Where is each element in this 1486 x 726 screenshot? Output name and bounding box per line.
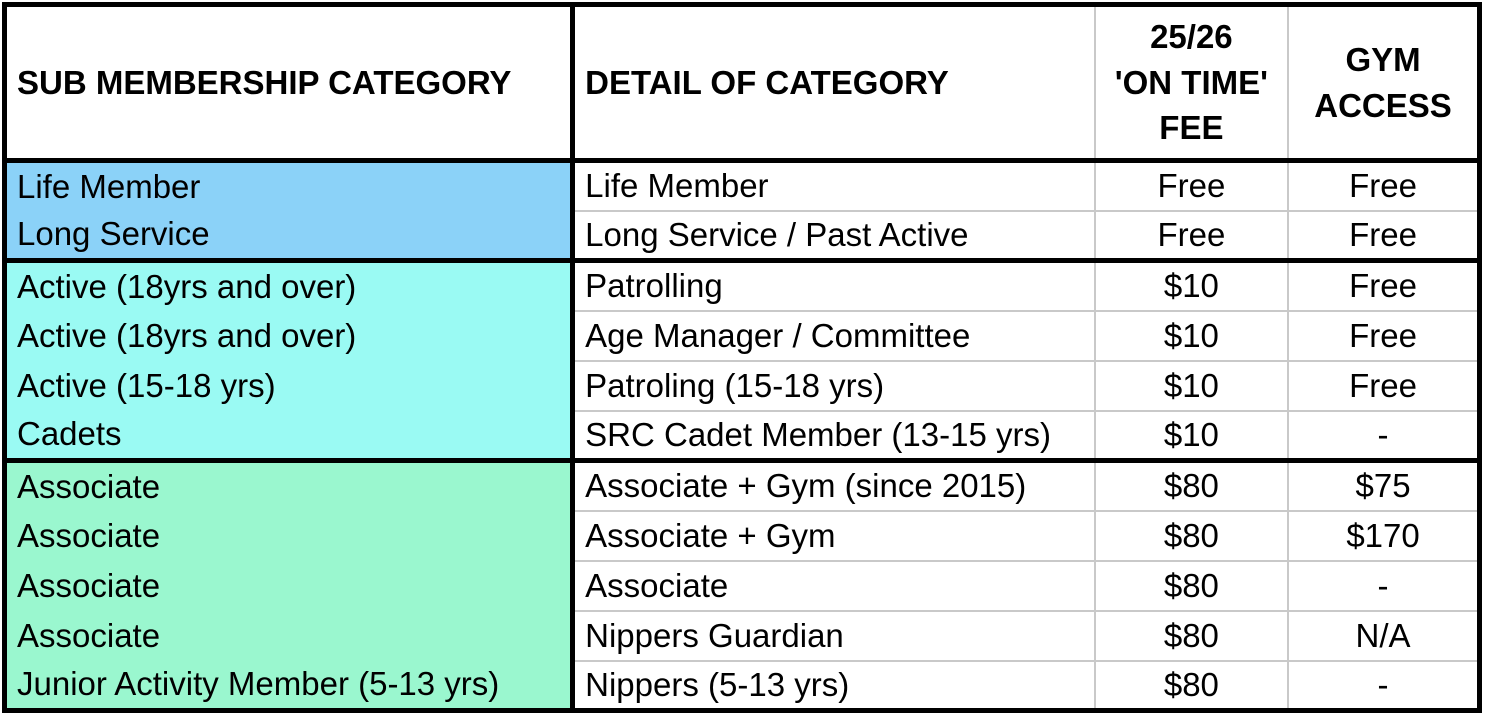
cell-on-time-fee: $10 [1093,309,1289,361]
cell-gym-access: Free [1287,158,1480,211]
table-row: Life Member Life Member Free Free [4,158,1480,211]
cell-sub-membership-category: Active (15-18 yrs) [4,360,573,411]
cell-detail-of-category: Associate + Gym [570,509,1095,561]
cell-detail-of-category: SRC Cadet Member (13-15 yrs) [570,409,1095,461]
cell-sub-membership-category: Life Member [4,158,573,211]
table-row: Cadets SRC Cadet Member (13-15 yrs) $10- [4,409,1480,461]
header-sub-membership-category: SUB MEMBERSHIP CATEGORY [4,4,573,163]
cell-gym-access: Free [1287,309,1480,361]
cell-sub-membership-category: Cadets [4,410,573,461]
cell-detail-of-category: Associate + Gym (since 2015) [570,458,1095,511]
cell-detail-of-category: Age Manager / Committee [570,309,1095,361]
cell-sub-membership-category: Long Service [4,210,573,261]
table-row: Associate Associate $80- [4,559,1480,611]
cell-on-time-fee: $80 [1093,609,1289,661]
cell-gym-access: - [1287,559,1480,611]
cell-detail-of-category: Associate [570,559,1095,611]
table-row: Active (15-18 yrs) Patroling (15-18 yrs) $… [4,359,1480,411]
header-gym-access: GYM ACCESS [1287,4,1480,163]
table-row: Associate Associate + Gym $80 $170 [4,509,1480,561]
table-row: Associate Associate + Gym (since 2015) $80… [4,458,1480,511]
cell-sub-membership-category: Associate [4,458,573,511]
cell-sub-membership-category: Junior Activity Member (5-13 yrs) [4,660,573,711]
cell-gym-access: N/A [1287,609,1480,661]
cell-sub-membership-category: Active (18yrs and over) [4,258,573,311]
table-body: Life Member Life Member Free Free Long Servi… [4,158,1480,711]
cell-on-time-fee: $80 [1093,659,1289,711]
cell-gym-access: Free [1287,209,1480,261]
cell-on-time-fee: $10 [1093,258,1289,311]
table-row: Active (18yrs and over) Patrolling $10 Free [4,258,1480,311]
cell-sub-membership-category: Associate [4,610,573,661]
cell-sub-membership-category: Associate [4,510,573,561]
header-detail-of-category: DETAIL OF CATEGORY [570,4,1095,163]
cell-detail-of-category: Patroling (15-18 yrs) [570,359,1095,411]
cell-sub-membership-category: Active (18yrs and over) [4,310,573,361]
cell-detail-of-category: Nippers (5-13 yrs) [570,659,1095,711]
cell-detail-of-category: Patrolling [570,258,1095,311]
cell-detail-of-category: Nippers Guardian [570,609,1095,661]
cell-gym-access: Free [1287,359,1480,411]
cell-on-time-fee: $80 [1093,509,1289,561]
table-row: Junior Activity Member (5-13 yrs) Nippers… [4,659,1480,711]
cell-on-time-fee: $10 [1093,409,1289,461]
cell-on-time-fee: $80 [1093,458,1289,511]
cell-on-time-fee: Free [1093,158,1289,211]
cell-on-time-fee: $80 [1093,559,1289,611]
table-row: Associate Nippers Guardian $80 N/A [4,609,1480,661]
cell-sub-membership-category: Associate [4,560,573,611]
table-row: Active (18yrs and over) Age Manager / Com… [4,309,1480,361]
cell-gym-access: Free [1287,258,1480,311]
cell-gym-access: $170 [1287,509,1480,561]
cell-detail-of-category: Long Service / Past Active [570,209,1095,261]
cell-on-time-fee: Free [1093,209,1289,261]
cell-detail-of-category: Life Member [570,158,1095,211]
header-on-time-fee: 25/26 'ON TIME' FEE [1093,4,1289,163]
cell-gym-access: $75 [1287,458,1480,511]
header-row: SUB MEMBERSHIP CATEGORY DETAIL OF CATEGO… [4,4,1480,163]
table-row: Long Service Long Service / Past Active Fr… [4,209,1480,261]
cell-gym-access: - [1287,659,1480,711]
cell-gym-access: - [1287,409,1480,461]
cell-on-time-fee: $10 [1093,359,1289,411]
membership-fee-table: SUB MEMBERSHIP CATEGORY DETAIL OF CATEGO… [2,2,1482,713]
